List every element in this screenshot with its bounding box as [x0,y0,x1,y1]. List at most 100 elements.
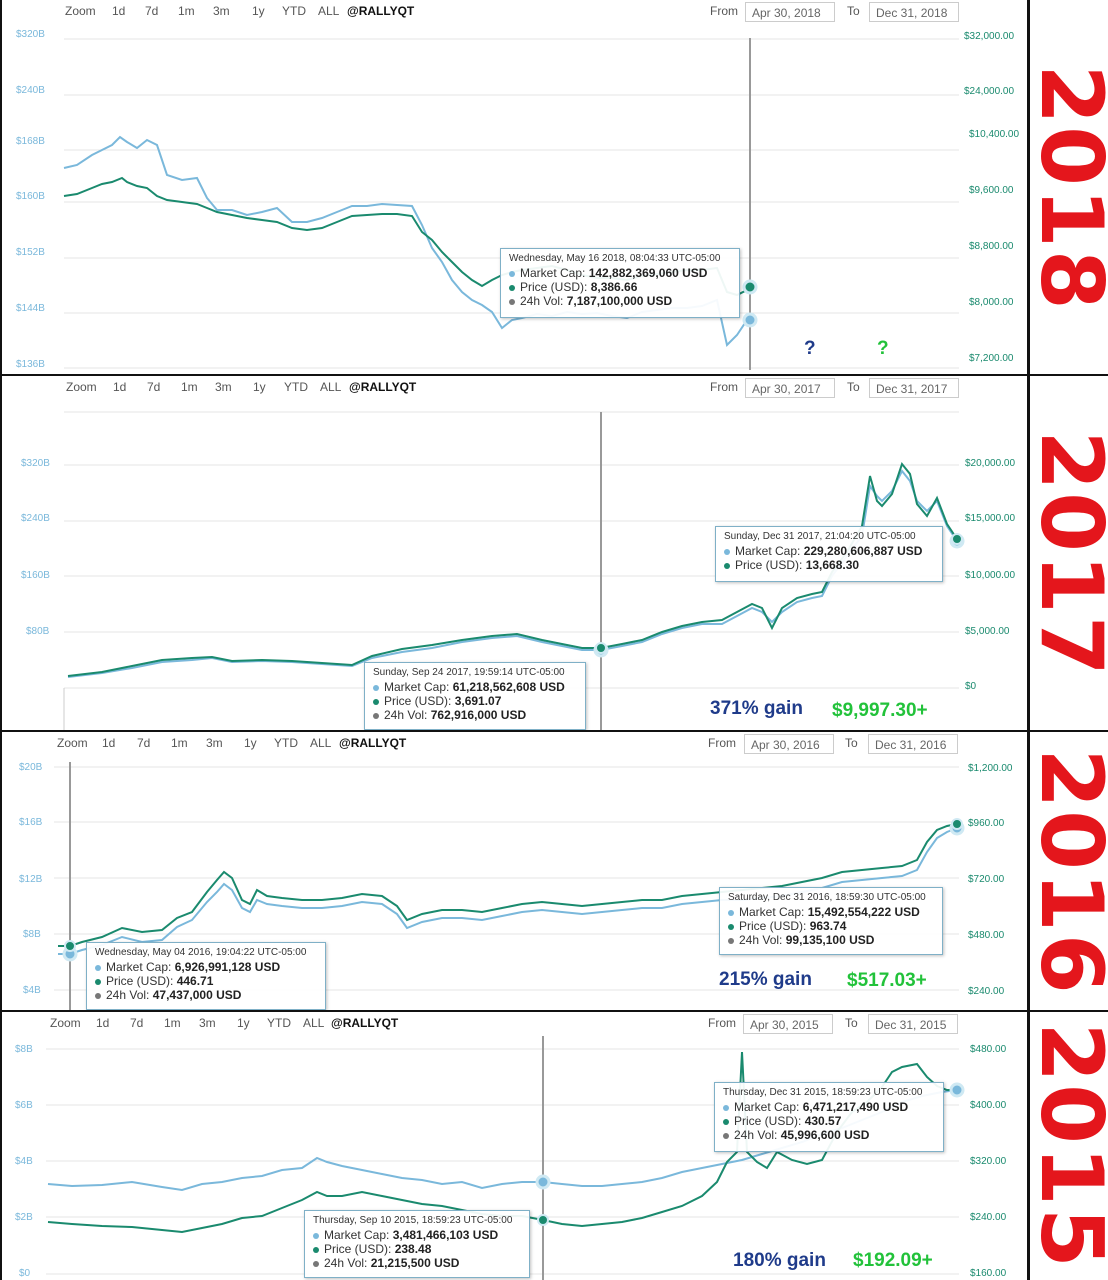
to-date-input[interactable]: Dec 31, 2016 [868,734,958,754]
tooltip-date: Saturday, Dec 31 2016, 18:59:30 UTC-05:0… [728,892,926,903]
from-label: From [710,380,738,394]
y-tick-left: $160B [16,191,45,202]
zoom-1m-button[interactable]: 1m [181,380,198,394]
label: 24h Vol: [384,708,428,722]
to-date-input[interactable]: Dec 31, 2018 [869,2,959,22]
zoom-1d-button[interactable]: 1d [96,1016,110,1030]
chart-panel-2017: Zoom 1d 7d 1m 3m 1y YTD ALL @RALLYQT Fro… [0,374,1108,732]
zoom-all-button[interactable]: ALL [310,736,332,750]
y-tick-left: $0 [19,1268,31,1279]
tooltip-dec31: Sunday, Dec 31 2017, 21:04:20 UTC-05:00 … [715,526,943,582]
volume-value: 47,437,000 USD [152,988,242,1002]
y-tick-left: $320B [16,29,45,40]
y-tick-left: $4B [23,985,41,996]
tooltip-date: Wednesday, May 04 2016, 19:04:22 UTC-05:… [95,947,307,958]
zoom-1y-button[interactable]: 1y [237,1016,250,1030]
zoom-7d-button[interactable]: 7d [147,380,161,394]
cap-dot [95,964,101,971]
zoom-3m-button[interactable]: 3m [213,4,230,18]
y-tick-right: $7,200.00 [969,353,1014,364]
chart-area: Zoom 1d 7d 1m 3m 1y YTD ALL @RALLYQT Fro… [0,1012,1030,1280]
tooltip-date: Wednesday, May 16 2018, 08:04:33 UTC-05:… [509,253,721,264]
tooltip-date: Sunday, Dec 31 2017, 21:04:20 UTC-05:00 [724,531,916,542]
from-date-input[interactable]: Apr 30, 2015 [743,1014,833,1034]
y-tick-right: $960.00 [968,818,1005,829]
zoom-1y-button[interactable]: 1y [244,736,257,750]
y-tick-left: $320B [21,458,50,469]
price-dot [724,562,730,569]
toolbar: Zoom 1d 7d 1m 3m 1y YTD ALL @RALLYQT Fro… [2,2,1032,22]
tooltip-sep24: Sunday, Sep 24 2017, 19:59:14 UTC-05:00 … [364,662,586,730]
gain-percent: 180% gain [733,1250,826,1271]
chart-area: Zoom 1d 7d 1m 3m 1y YTD ALL @RALLYQT Fro… [0,0,1030,376]
zoom-ytd-button[interactable]: YTD [284,380,308,394]
toolbar: Zoom 1d 7d 1m 3m 1y YTD ALL @RALLYQT Fro… [2,1014,1032,1034]
hover-point-price [742,279,758,295]
label: Price (USD): [735,558,803,572]
from-date-input[interactable]: Apr 30, 2017 [745,378,835,398]
from-date-input[interactable]: Apr 30, 2018 [745,2,835,22]
from-label: From [708,1016,736,1030]
zoom-1m-button[interactable]: 1m [171,736,188,750]
y-tick-right: $10,000.00 [965,570,1015,581]
zoom-7d-button[interactable]: 7d [130,1016,144,1030]
zoom-3m-button[interactable]: 3m [199,1016,216,1030]
y-tick-right: $400.00 [970,1100,1007,1111]
market-cap-value: 6,926,991,128 USD [174,960,281,974]
to-date-input[interactable]: Dec 31, 2017 [869,378,959,398]
zoom-ytd-button[interactable]: YTD [267,1016,291,1030]
year-label: 2015 [1021,1012,1108,1280]
zoom-3m-button[interactable]: 3m [215,380,232,394]
zoom-1m-button[interactable]: 1m [178,4,195,18]
market-cap-value: 229,280,606,887 USD [803,544,923,558]
zoom-1y-button[interactable]: 1y [252,4,265,18]
brand-handle: @RALLYQT [339,736,407,750]
zoom-1m-button[interactable]: 1m [164,1016,181,1030]
gain-percent: 215% gain [719,969,812,990]
price-value: 446.71 [176,974,214,988]
zoom-all-button[interactable]: ALL [303,1016,325,1030]
year-label: 2018 [1021,0,1108,376]
brand-handle: @RALLYQT [331,1016,399,1030]
zoom-all-button[interactable]: ALL [320,380,342,394]
label: Market Cap: [734,1100,800,1114]
cap-dot [724,548,730,555]
zoom-1d-button[interactable]: 1d [112,4,126,18]
volume-value: 7,187,100,000 USD [566,294,673,308]
chart-panel-2016: Zoom 1d 7d 1m 3m 1y YTD ALL @RALLYQT Fro… [0,730,1108,1012]
volume-value: 21,215,500 USD [370,1256,460,1270]
zoom-1d-button[interactable]: 1d [113,380,127,394]
zoom-7d-button[interactable]: 7d [145,4,159,18]
zoom-ytd-button[interactable]: YTD [282,4,306,18]
from-date-input[interactable]: Apr 30, 2016 [744,734,834,754]
question-mark-blue: ? [804,338,816,359]
label: Market Cap: [384,680,450,694]
zoom-label: Zoom [50,1016,81,1030]
y-tick-left: $152B [16,247,45,258]
zoom-ytd-button[interactable]: YTD [274,736,298,750]
zoom-label: Zoom [65,4,96,18]
vol-dot [509,298,515,305]
chart-area: Zoom 1d 7d 1m 3m 1y YTD ALL @RALLYQT Fro… [0,732,1030,1012]
end-point-price [951,533,963,545]
to-date-input[interactable]: Dec 31, 2015 [868,1014,958,1034]
zoom-all-button[interactable]: ALL [318,4,340,18]
volume-value: 45,996,600 USD [780,1128,870,1142]
label: Market Cap: [106,960,172,974]
zoom-1d-button[interactable]: 1d [102,736,116,750]
vol-dot [95,992,101,999]
brand-handle: @RALLYQT [349,380,417,394]
y-tick-left: $8B [15,1044,33,1055]
year-text: 2018 [1020,64,1108,312]
y-tick-right: $1,200.00 [968,763,1013,774]
hover-point-price [595,642,607,654]
zoom-1y-button[interactable]: 1y [253,380,266,394]
tooltip-date: Thursday, Dec 31 2015, 18:59:23 UTC-05:0… [723,1087,923,1098]
y-tick-right: $8,000.00 [969,297,1014,308]
y-tick-right: $32,000.00 [964,31,1014,42]
market-cap-value: 3,481,466,103 USD [392,1228,499,1242]
zoom-3m-button[interactable]: 3m [206,736,223,750]
series-price-line [58,823,958,947]
zoom-7d-button[interactable]: 7d [137,736,151,750]
end-point-price [951,818,963,830]
